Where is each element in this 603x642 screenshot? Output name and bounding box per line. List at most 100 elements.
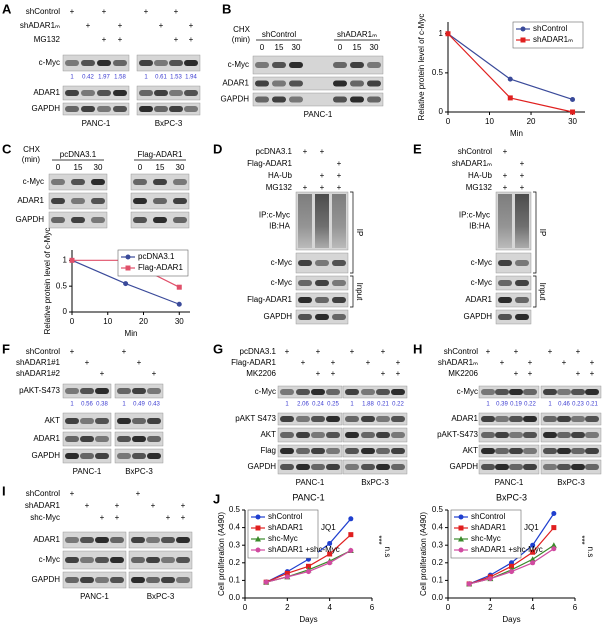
significance: *** (374, 535, 383, 544)
blot-band (367, 62, 381, 68)
blot-band (571, 432, 585, 438)
condition-label: MK2206 (448, 369, 478, 378)
condition-sign: + (528, 369, 533, 378)
quantification: 0.21 (377, 402, 389, 408)
condition-sign: + (118, 35, 123, 44)
blot-band (154, 90, 168, 96)
blot-label: pAKT-S473 (437, 430, 478, 439)
blot-band (557, 448, 571, 454)
y-tick-label: 0.4 (229, 523, 241, 532)
blot-label: c-Myc (471, 278, 492, 287)
blot-band (272, 80, 286, 87)
point (306, 563, 311, 569)
blot-label: ADAR1 (33, 88, 60, 97)
time-point: 15 (156, 163, 165, 172)
blot-band (280, 464, 294, 470)
blot-band (173, 198, 187, 204)
condition-label: shc-Myc (30, 513, 60, 522)
blot-band (133, 217, 147, 223)
blot-band (65, 90, 79, 96)
blot-label: c-Myc (457, 387, 478, 396)
blot-band (498, 314, 512, 320)
blot-band (585, 432, 599, 438)
blot-band (571, 389, 585, 395)
condition-label: MG132 (466, 183, 493, 192)
blot-background (495, 309, 532, 325)
blot-band (571, 464, 585, 470)
blot-band (296, 448, 310, 454)
quantification: 0.38 (96, 402, 108, 408)
point (551, 511, 557, 517)
point (69, 257, 75, 263)
condition-sign: + (337, 171, 342, 180)
blot-label: GAPDH (464, 312, 493, 321)
blot-background (62, 85, 130, 101)
blot-label: IP:c-Myc (459, 211, 490, 220)
condition-label: shADAR1ₘ (438, 358, 478, 367)
legend-marker (255, 525, 261, 531)
legend-label: shc-Myc (268, 534, 298, 543)
quantification: 1 (70, 75, 74, 81)
time-point: 0 (56, 163, 61, 172)
x-tick-label: 4 (327, 603, 332, 612)
time-point: 15 (275, 43, 284, 52)
blot-band (110, 577, 124, 583)
time-point: 0 (338, 43, 343, 52)
blot-band (376, 464, 390, 470)
blot-background (136, 54, 201, 72)
x-axis-label: Min (510, 129, 523, 138)
y-tick-label: 0.5 (432, 68, 444, 77)
legend-label: shControl (533, 24, 567, 33)
blot-band (95, 557, 109, 563)
blot-band (361, 432, 375, 438)
blot-band (298, 260, 312, 266)
blot-band (280, 432, 294, 438)
section-bracket (350, 275, 354, 308)
chart-title: PANC-1 (292, 492, 324, 502)
blot-band (515, 297, 529, 303)
blot-band (95, 436, 109, 442)
overlay-text: JQ1 (524, 523, 539, 532)
point (507, 95, 513, 101)
blot-band (91, 217, 105, 223)
blot-band (80, 537, 94, 543)
blot-band (361, 448, 375, 454)
condition-sign: + (189, 21, 194, 30)
point (348, 547, 354, 553)
quantification: 1.97 (98, 75, 110, 81)
blot-band (509, 464, 523, 470)
blot-band (296, 389, 310, 395)
quantification: 1.58 (114, 75, 126, 81)
blot-band (345, 416, 359, 422)
condition-sign: + (576, 347, 581, 356)
point (327, 540, 333, 546)
y-tick-label: 0 (63, 307, 68, 316)
blot-band (161, 577, 175, 583)
legend-label: shADAR1 +shc-Myc (268, 545, 340, 554)
blot-band (280, 416, 294, 422)
blot-band (131, 557, 145, 563)
condition-sign: + (144, 7, 149, 16)
panel-letter: J (213, 491, 220, 506)
blot-band (326, 464, 340, 470)
point (176, 301, 182, 307)
blot-band (523, 464, 537, 470)
panel-letter: H (413, 341, 422, 356)
condition-sign: + (503, 171, 508, 180)
blot-label: ADAR1 (33, 434, 60, 443)
blot-label: IB:HA (469, 222, 491, 231)
y-tick-label: 0.5 (56, 281, 68, 290)
blot-band (557, 416, 571, 422)
x-tick-label: 6 (573, 603, 578, 612)
condition-sign: + (159, 21, 164, 30)
blot-band (350, 62, 364, 68)
section-bracket (350, 191, 354, 274)
condition-sign: + (562, 358, 567, 367)
blot-band (80, 577, 94, 583)
blot-band (315, 280, 329, 286)
blot-smear (515, 194, 529, 248)
condition-sign: + (503, 147, 508, 156)
quantification: 1 (486, 402, 490, 408)
quantification: 0.23 (572, 402, 584, 408)
blot-band (311, 416, 325, 422)
